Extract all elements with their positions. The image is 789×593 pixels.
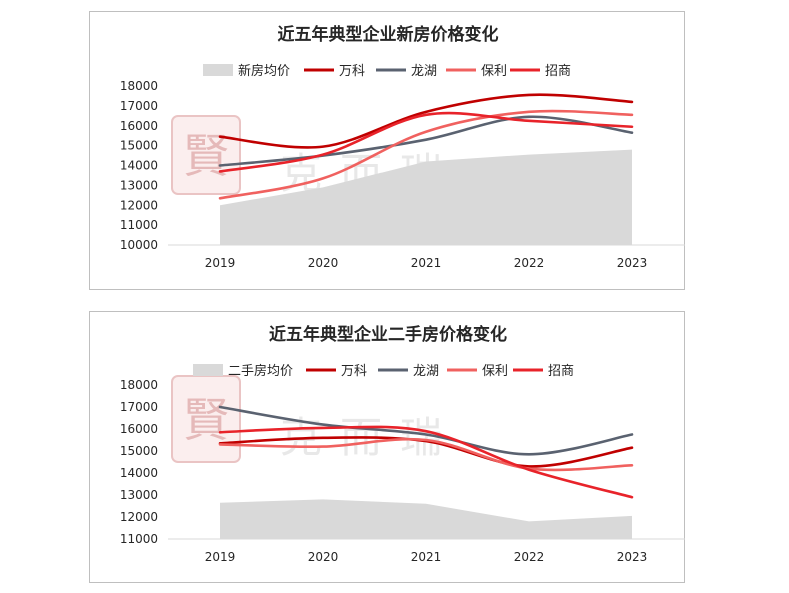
legend: 二手房均价 万科 龙湖 保利 招商 xyxy=(193,363,574,379)
y-tick-label: 17000 xyxy=(120,99,158,113)
legend-swatch-area xyxy=(193,364,223,376)
area-series-avg-price xyxy=(220,149,632,245)
series-line-baoli xyxy=(218,437,634,472)
x-tick-label: 2022 xyxy=(514,256,545,270)
y-tick-label: 14000 xyxy=(120,466,158,480)
x-tick-label: 2021 xyxy=(411,256,442,270)
y-tick-label: 15000 xyxy=(120,444,158,458)
y-tick-label: 10000 xyxy=(120,238,158,252)
chart-title: 近五年典型企业二手房价格变化 xyxy=(269,324,507,345)
y-tick-label: 11000 xyxy=(120,218,158,232)
y-tick-label: 12000 xyxy=(120,510,158,524)
legend-label-zhaoshang: 招商 xyxy=(548,364,574,379)
series-line-wanke xyxy=(218,93,634,149)
new-house-chart-panel: 賢 克而瑞 近五年典型企业新房价格变化 新房均价 万科 龙湖 保利 招商 180… xyxy=(89,11,685,290)
x-tick-label: 2022 xyxy=(514,550,545,564)
y-tick-label: 13000 xyxy=(120,488,158,502)
legend-label-longhu: 龙湖 xyxy=(413,364,439,379)
y-tick-label: 13000 xyxy=(120,178,158,192)
chart-title: 近五年典型企业新房价格变化 xyxy=(278,24,499,45)
y-tick-label: 18000 xyxy=(120,79,158,93)
y-tick-label: 12000 xyxy=(120,198,158,212)
y-tick-label: 16000 xyxy=(120,422,158,436)
x-tick-label: 2019 xyxy=(205,550,236,564)
x-tick-label: 2020 xyxy=(308,550,339,564)
legend-label-wanke: 万科 xyxy=(341,364,367,379)
watermark-seal: 賢 xyxy=(183,393,229,447)
legend-label-baoli: 保利 xyxy=(481,64,507,79)
series-line-longhu xyxy=(218,405,634,456)
legend: 新房均价 万科 龙湖 保利 招商 xyxy=(203,63,571,79)
legend-swatch-area xyxy=(203,64,233,76)
series-line-zhaoshang xyxy=(218,425,634,499)
x-tick-label: 2023 xyxy=(617,550,648,564)
second-hand-chart-panel: 賢 克而瑞 近五年典型企业二手房价格变化 二手房均价 万科 龙湖 保利 招商 1… xyxy=(89,311,685,583)
legend-label-wanke: 万科 xyxy=(339,64,365,79)
second-hand-chart: 賢 克而瑞 近五年典型企业二手房价格变化 二手房均价 万科 龙湖 保利 招商 1… xyxy=(120,324,685,564)
y-tick-label: 15000 xyxy=(120,139,158,153)
y-tick-label: 11000 xyxy=(120,532,158,546)
y-tick-label: 14000 xyxy=(120,159,158,173)
series-line-baoli xyxy=(218,109,634,200)
new-house-chart: 賢 克而瑞 近五年典型企业新房价格变化 新房均价 万科 龙湖 保利 招商 180… xyxy=(120,24,685,270)
x-tick-label: 2021 xyxy=(411,550,442,564)
x-tick-label: 2023 xyxy=(617,256,648,270)
legend-label-longhu: 龙湖 xyxy=(411,64,437,79)
x-tick-label: 2020 xyxy=(308,256,339,270)
area-series-avg-price xyxy=(220,499,632,539)
plot-area: 18000 17000 16000 15000 14000 13000 12000 11000… xyxy=(120,79,685,270)
legend-label-area: 新房均价 xyxy=(238,63,290,79)
y-tick-label: 16000 xyxy=(120,119,158,133)
series-line-zhaoshang xyxy=(218,111,634,173)
series-line-longhu xyxy=(218,115,634,167)
x-tick-label: 2019 xyxy=(205,256,236,270)
legend-label-baoli: 保利 xyxy=(482,364,508,379)
watermark-seal-box xyxy=(171,115,241,195)
y-tick-label: 18000 xyxy=(120,378,158,392)
y-tick-label: 17000 xyxy=(120,400,158,414)
legend-label-area: 二手房均价 xyxy=(228,363,293,379)
legend-label-zhaoshang: 招商 xyxy=(545,64,571,79)
plot-area: 18000 17000 16000 15000 14000 13000 12000 11000… xyxy=(120,378,685,564)
watermark: 賢 克而瑞 xyxy=(171,375,442,463)
